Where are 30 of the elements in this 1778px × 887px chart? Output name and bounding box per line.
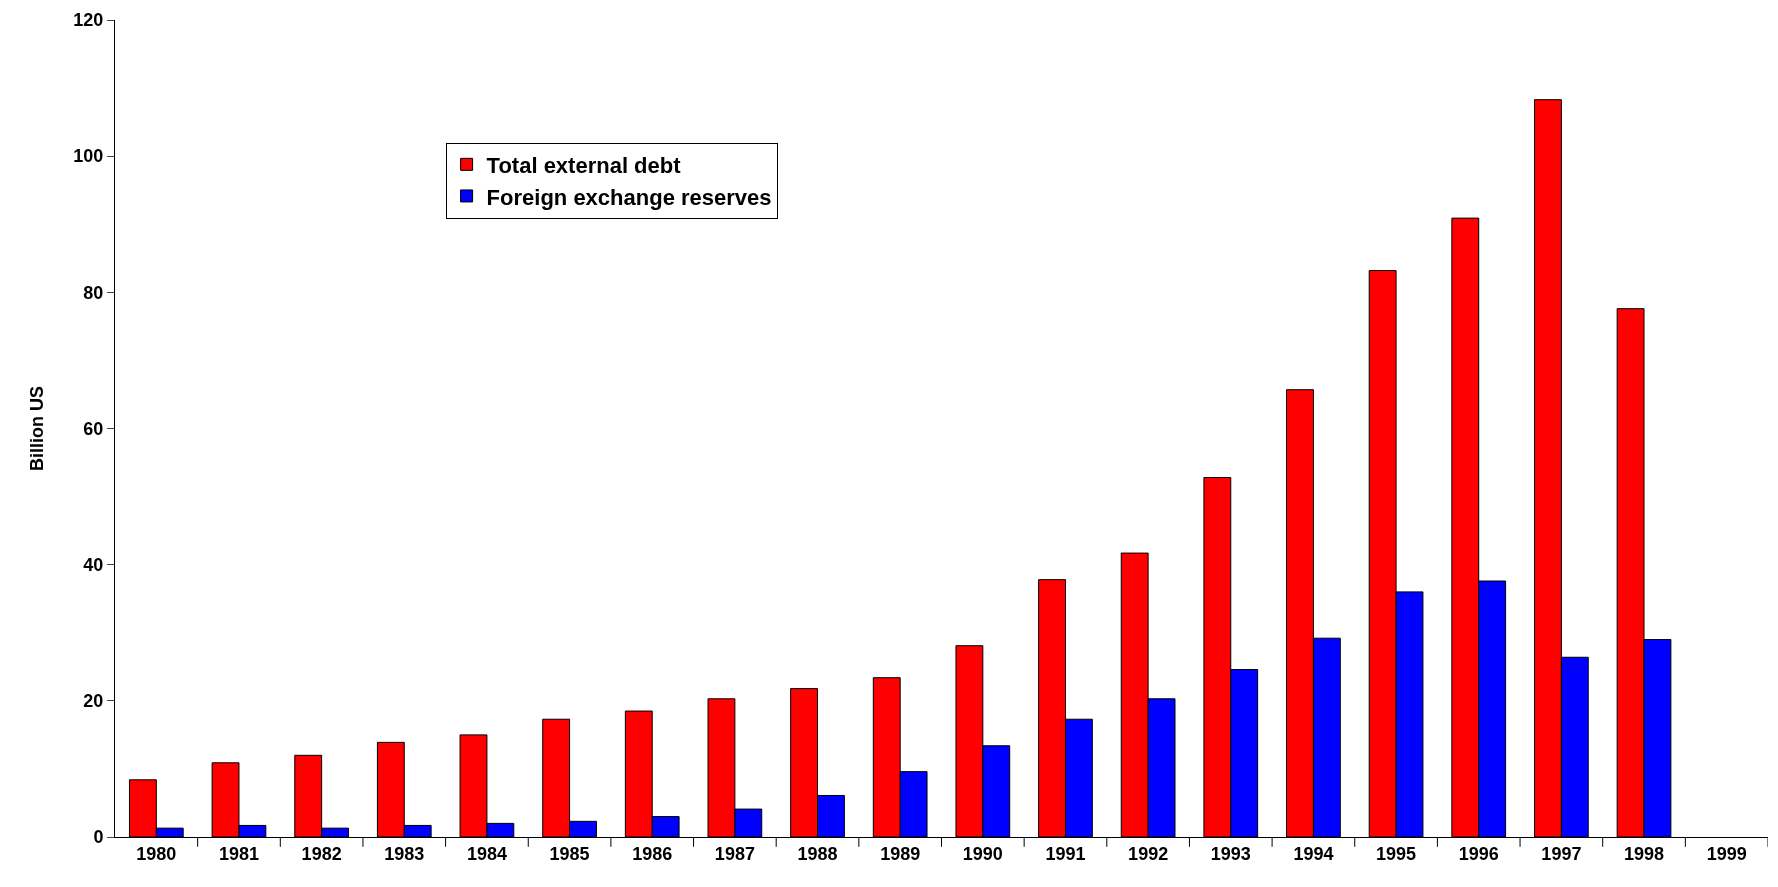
x-tick-label: 1987 (714, 843, 755, 864)
x-tick-label: 1993 (1210, 843, 1251, 864)
x-tick-label: 1999 (1706, 843, 1747, 864)
y-tick-label: 100 (73, 146, 104, 167)
legend-label: Total external debt (486, 152, 682, 178)
x-tick-label: 1994 (1293, 843, 1334, 864)
y-tick-label: 20 (83, 691, 104, 712)
x-tick-label: 1998 (1624, 843, 1665, 864)
x-tick-label: 1997 (1541, 843, 1582, 864)
x-tick-label: 1985 (549, 843, 590, 864)
x-tick-label: 1989 (880, 843, 921, 864)
x-tick-label: 1988 (797, 843, 838, 864)
x-tick-label: 1984 (466, 843, 507, 864)
x-tick-label: 1991 (1045, 843, 1086, 864)
x-tick-label: 1996 (1458, 843, 1499, 864)
y-tick-label: 40 (83, 554, 104, 575)
x-tick-label: 1995 (1376, 843, 1417, 864)
legend-label: Foreign exchange reserves (486, 184, 772, 210)
x-tick-label: 1990 (962, 843, 1003, 864)
x-tick-label: 1986 (632, 843, 673, 864)
y-tick-label: 60 (83, 418, 104, 439)
x-tick-label: 1980 (136, 843, 177, 864)
y-tick-label: 120 (73, 10, 104, 31)
y-tick-label: 0 (93, 827, 104, 848)
x-tick-label: 1992 (1128, 843, 1169, 864)
y-tick-label: 80 (83, 282, 104, 303)
x-tick-label: 1981 (218, 843, 259, 864)
x-tick-label: 1982 (301, 843, 342, 864)
x-tick-label: 1983 (384, 843, 425, 864)
y-axis-title: Billion US (26, 386, 47, 471)
